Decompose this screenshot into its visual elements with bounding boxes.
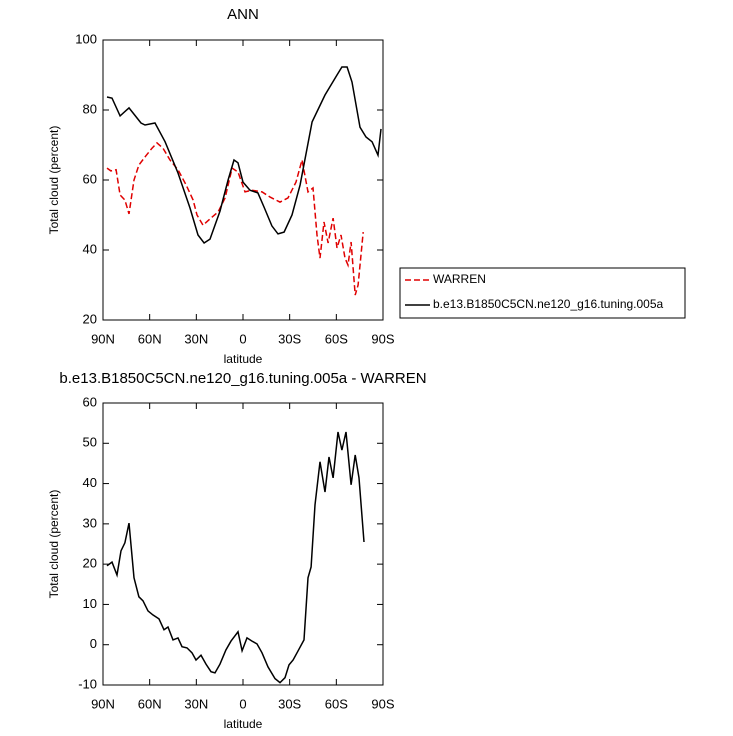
x-tick-label: 90N <box>91 696 115 711</box>
chart-title: ANN <box>227 6 259 23</box>
data-line <box>106 66 382 245</box>
x-tick-label: 90S <box>371 331 394 346</box>
legend-label: b.e13.B1850C5CN.ne120_g16.tuning.005a <box>433 297 664 311</box>
x-axis-label: latitude <box>224 717 263 731</box>
legend: WARREN b.e13.B1850C5CN.ne120_g16.tuning.0… <box>399 267 686 319</box>
plot-frame <box>102 39 384 321</box>
x-tick-label: 30S <box>278 696 301 711</box>
y-tick-label: 10 <box>83 596 97 611</box>
legend-box <box>399 267 686 319</box>
y-axis-label: Total cloud (percent) <box>47 126 61 235</box>
chart-title: b.e13.B1850C5CN.ne120_g16.tuning.005a - … <box>59 370 426 387</box>
plot-frame <box>102 402 384 686</box>
x-tick-label: 60S <box>325 331 348 346</box>
data-line <box>106 141 364 296</box>
x-tick-label: 90S <box>371 696 394 711</box>
x-tick-label: 60N <box>138 331 162 346</box>
y-tick-label: 50 <box>83 435 97 450</box>
y-tick-label: 80 <box>83 101 97 116</box>
y-tick-label: 0 <box>90 636 97 651</box>
x-axis-label: latitude <box>224 352 263 366</box>
y-tick-label: 40 <box>83 475 97 490</box>
x-tick-label: 90N <box>91 331 115 346</box>
y-tick-label: 100 <box>75 31 97 46</box>
x-tick-label: 60S <box>325 696 348 711</box>
y-tick-label: 20 <box>83 311 97 326</box>
x-tick-label: 0 <box>239 331 246 346</box>
y-tick-label: 40 <box>83 241 97 256</box>
x-tick-label: 60N <box>138 696 162 711</box>
x-tick-label: 30S <box>278 331 301 346</box>
x-tick-label: 30N <box>184 331 208 346</box>
y-tick-label: 60 <box>83 171 97 186</box>
legend-label: WARREN <box>433 272 486 286</box>
y-tick-label: -10 <box>78 676 97 691</box>
y-tick-label: 20 <box>83 556 97 571</box>
x-tick-label: 0 <box>239 696 246 711</box>
y-tick-label: 60 <box>83 394 97 409</box>
y-tick-label: 30 <box>83 515 97 530</box>
y-axis-label: Total cloud (percent) <box>47 490 61 599</box>
data-line <box>106 431 365 684</box>
x-tick-label: 30N <box>184 696 208 711</box>
